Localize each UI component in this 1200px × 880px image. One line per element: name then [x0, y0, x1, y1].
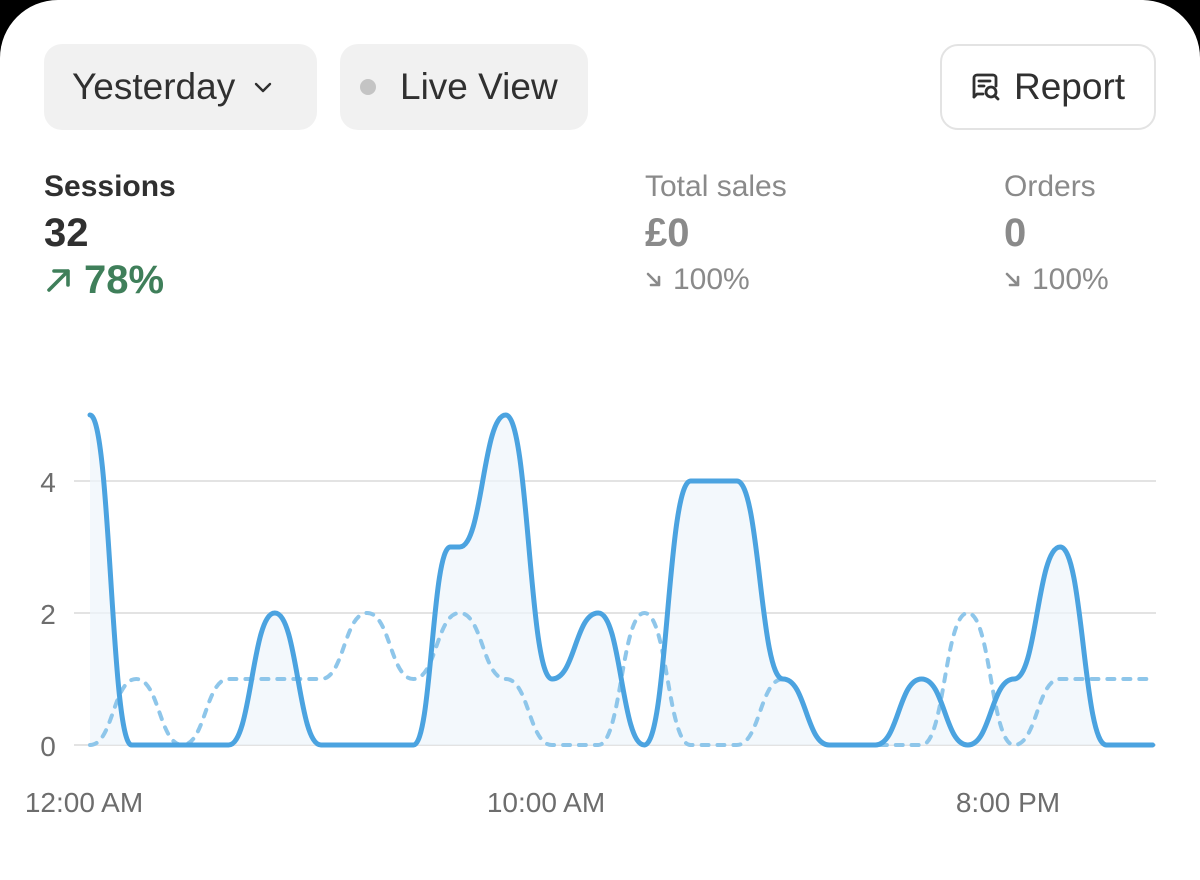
total-sales-delta-value: 100% [673, 263, 750, 296]
total-sales-delta: 100% [645, 260, 787, 300]
x-tick-label: 12:00 AM [25, 787, 143, 818]
sessions-delta-value: 78% [84, 258, 165, 302]
arrow-down-right-icon [1004, 271, 1022, 289]
total-sales-value: £0 [645, 211, 690, 255]
date-range-label: Yesterday [72, 66, 236, 107]
y-tick-label: 0 [40, 731, 56, 762]
x-tick-label: 8:00 PM [956, 787, 1060, 818]
comparison-series-line [88, 610, 1155, 748]
y-tick-label: 2 [40, 599, 56, 630]
total-sales-label: Total sales [645, 170, 787, 203]
report-button[interactable]: Report [940, 44, 1156, 130]
total-sales-metric[interactable]: Total sales £0 100% [645, 168, 787, 300]
chevron-down-icon [251, 75, 275, 99]
report-label: Report [1014, 66, 1126, 107]
sessions-label: Sessions [44, 170, 176, 203]
live-status-dot-icon [360, 79, 376, 95]
report-search-icon [968, 70, 1002, 104]
date-range-dropdown[interactable]: Yesterday [44, 44, 317, 130]
primary-series-line [87, 412, 1156, 748]
arrow-down-right-icon [645, 271, 663, 289]
orders-metric[interactable]: Orders 0 100% [1004, 168, 1109, 300]
x-tick-label: 10:00 AM [487, 787, 605, 818]
sessions-delta: 78% [44, 260, 176, 300]
y-tick-label: 4 [40, 467, 56, 498]
live-view-label: Live View [400, 66, 558, 107]
orders-label: Orders [1004, 170, 1096, 203]
sessions-metric[interactable]: Sessions 32 78% [44, 168, 176, 300]
orders-delta-value: 100% [1032, 263, 1109, 296]
arrow-up-right-icon [44, 265, 74, 295]
sessions-line-chart: 0 2 4 12:00 AM 10:00 AM 8:00 PM [25, 412, 1156, 818]
orders-delta: 100% [1004, 260, 1109, 300]
orders-value: 0 [1004, 211, 1027, 255]
sessions-value: 32 [44, 211, 89, 255]
live-view-button[interactable]: Live View [340, 44, 588, 130]
